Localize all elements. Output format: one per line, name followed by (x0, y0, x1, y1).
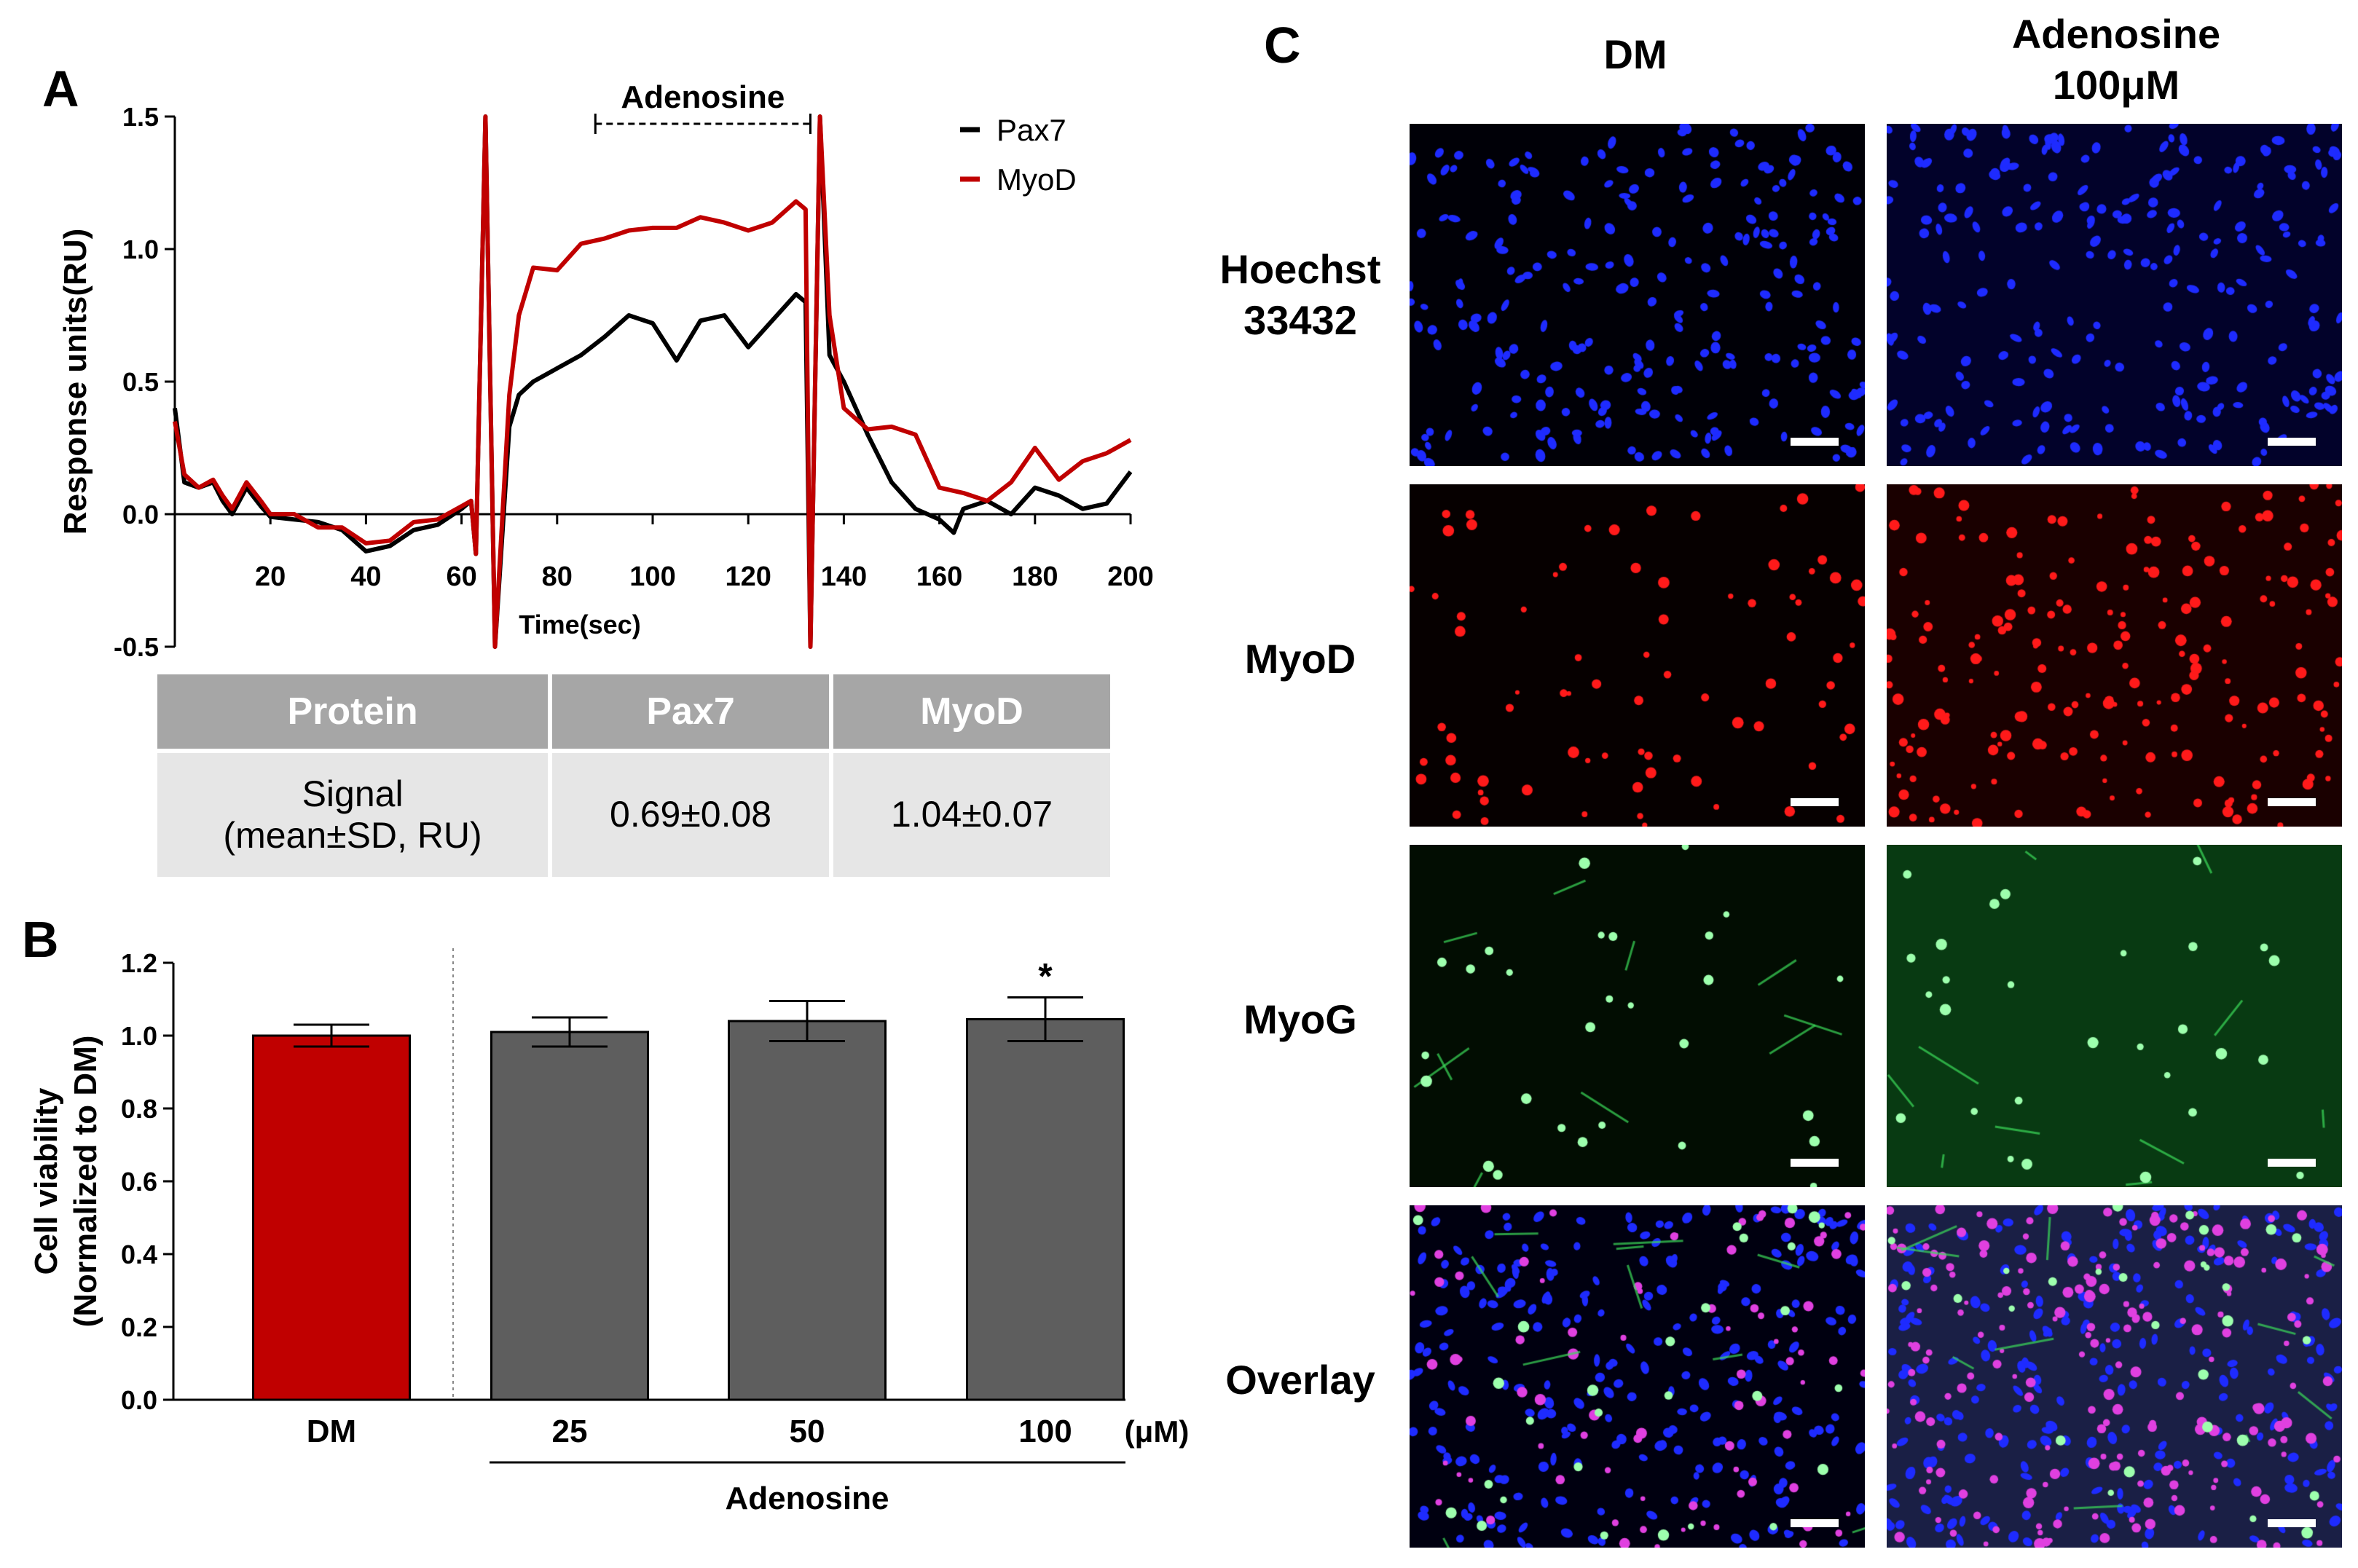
micrograph-overlay-dm (1410, 1205, 1865, 1548)
annotation-label: Adenosine (621, 79, 785, 115)
y-tick-label: 1.0 (121, 1021, 157, 1051)
y-axis-title-line1: Cell viability (28, 1087, 64, 1275)
row-label-myog: MyoG (1243, 996, 1357, 1042)
signal-table: Protein Pax7 MyoD Signal (mean±SD, RU) 0… (153, 670, 1115, 881)
x-tick-label: 40 (350, 562, 381, 592)
table-header-protein: Protein (157, 674, 549, 749)
unit-label: (μM) (1125, 1414, 1190, 1449)
scale-bar (2268, 1159, 2316, 1167)
scale-bar (2268, 1519, 2316, 1527)
x-tick-label: 60 (446, 562, 476, 592)
scale-bar (2268, 798, 2316, 806)
signal-table-header-row: Protein Pax7 MyoD (157, 674, 1110, 749)
group-label: Adenosine (726, 1481, 889, 1515)
column-label-adenosine: Adenosine 100μM (2011, 11, 2221, 108)
y-tick-label: 0.2 (121, 1312, 157, 1342)
category-label-25: 25 (552, 1414, 588, 1449)
category-label-dm: DM (307, 1414, 356, 1449)
table-cell-myod: 1.04±0.07 (833, 753, 1110, 877)
y-tick-label: 0.8 (121, 1094, 157, 1124)
table-header-pax7: Pax7 (552, 674, 830, 749)
scale-bar (1791, 1159, 1839, 1167)
y-tick-label: 1.5 (122, 102, 159, 132)
micrograph-myod-dm (1410, 484, 1865, 827)
scale-bar (1791, 798, 1839, 806)
x-axis-title: Time(sec) (519, 610, 640, 639)
table-row-label-line1: Signal (302, 773, 404, 814)
scale-bar (2268, 438, 2316, 446)
y-tick-label: 0.5 (122, 367, 159, 397)
micrograph-myod-adenosine (1887, 484, 2342, 827)
category-label-100: 100 (1018, 1414, 1072, 1449)
bar-dm (252, 1034, 411, 1401)
y-axis-title: Response units(RU) (58, 229, 93, 535)
legend-label-myod: MyoD (997, 162, 1077, 197)
legend-label-pax7: Pax7 (997, 113, 1066, 147)
micrograph-myog-adenosine (1887, 845, 2342, 1187)
column-label-dm: DM (1603, 31, 1667, 77)
x-tick-label: 180 (1012, 562, 1058, 592)
scale-bar (1791, 438, 1839, 446)
micrograph-myog-dm (1410, 845, 1865, 1187)
series-line-myod (173, 114, 1132, 649)
table-header-myod: MyoD (833, 674, 1110, 749)
x-tick-label: 200 (1107, 562, 1153, 592)
panel-c-letter: C (1264, 17, 1301, 74)
panel-b-bar-chart: 0.0 0.2 0.4 0.6 0.8 1.0 1.2 Cell viability (Norm… (28, 948, 1190, 1515)
x-tick-label: 20 (255, 562, 286, 592)
panel-a-letter: A (42, 60, 79, 117)
x-tick-label: 160 (916, 562, 962, 592)
category-label-50: 50 (790, 1414, 825, 1449)
row-label-hoechst: Hoechst 33432 (1219, 246, 1381, 343)
y-tick-label: 0.6 (121, 1167, 157, 1197)
row-label-overlay: Overlay (1225, 1357, 1375, 1403)
signal-table-row: Signal (mean±SD, RU) 0.69±0.08 1.04±0.07 (157, 753, 1110, 877)
panel-b-letter: B (22, 911, 59, 968)
series-line-pax7 (173, 114, 1133, 649)
micrograph-overlay-adenosine (1887, 1205, 2342, 1548)
y-tick-label: 0.4 (121, 1240, 157, 1269)
y-tick-label: 1.2 (121, 948, 157, 978)
y-tick-label: 0.0 (121, 1385, 157, 1415)
table-row-label: Signal (mean±SD, RU) (157, 753, 549, 877)
panel-a-line-chart: -0.5 0.0 0.5 1.0 1.5 20 40 60 80 100 120 140 160 180 2… (58, 79, 1154, 662)
table-cell-pax7: 0.69±0.08 (552, 753, 830, 877)
y-tick-label: -0.5 (114, 632, 159, 662)
x-tick-label: 80 (542, 562, 573, 592)
bar-100 (966, 1018, 1125, 1401)
bar-25 (490, 1031, 649, 1401)
y-tick-label: 0.0 (122, 500, 159, 529)
x-tick-label: 120 (725, 562, 771, 592)
x-tick-label: 140 (821, 562, 867, 592)
scale-bar (1791, 1519, 1839, 1527)
micrograph-hoechst-adenosine (1887, 124, 2342, 466)
x-tick-label: 100 (629, 562, 675, 592)
significance-marker: * (1038, 956, 1053, 997)
table-row-label-line2: (mean±SD, RU) (223, 815, 482, 856)
y-tick-label: 1.0 (122, 235, 159, 264)
row-label-myod: MyoD (1244, 636, 1356, 682)
bar-50 (728, 1020, 887, 1401)
micrograph-hoechst-dm (1410, 124, 1865, 466)
y-axis-title-line2: (Normalized to DM) (68, 1036, 103, 1328)
